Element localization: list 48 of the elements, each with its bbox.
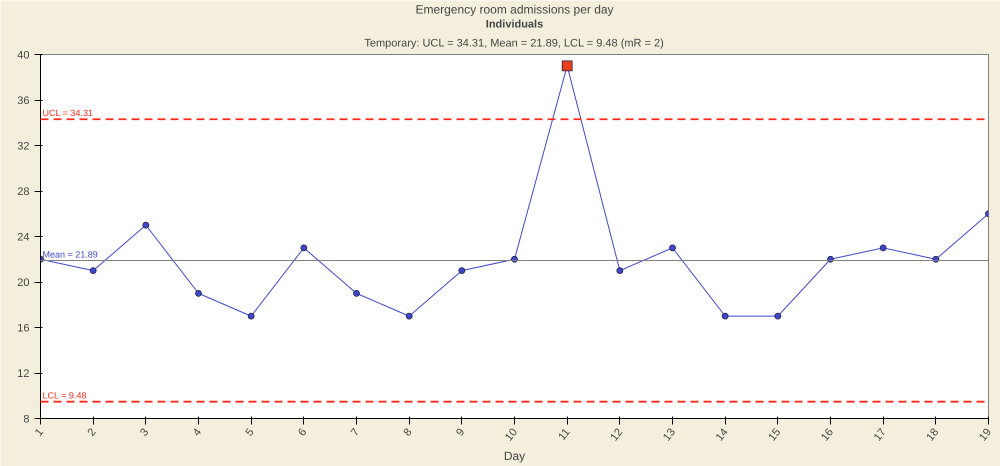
x-tick-label: 5: [243, 426, 257, 439]
y-tick-label: 12: [17, 368, 30, 380]
y-tick-label: 32: [17, 140, 30, 152]
x-tick-label: 1: [32, 426, 46, 439]
x-tick-label: 2: [85, 426, 99, 439]
point: [300, 244, 308, 252]
x-tick-label: 6: [296, 426, 310, 439]
x-tick-label: 13: [660, 426, 678, 444]
x-tick-label: 14: [714, 426, 731, 444]
x-tick-label: 9: [454, 426, 468, 439]
point: [195, 290, 202, 297]
x-tick-label: 12: [608, 426, 626, 444]
x-tick-label: 17: [872, 426, 889, 444]
y-tick-label: 16: [17, 322, 30, 334]
x-tick-label: 7: [348, 426, 362, 439]
x-tick-label: 15: [766, 426, 784, 444]
y-tick-label: 24: [17, 232, 30, 244]
chart-subtitle: Individuals: [486, 18, 544, 30]
x-tick-label: 18: [924, 426, 942, 444]
x-tick-label: 4: [190, 426, 204, 439]
ref-line-label: UCL = 34.31: [42, 108, 93, 118]
text: Temporary: UCL = 34.31, Mean = 21.89, LCL = 9.48 (mR = 2): [364, 38, 664, 50]
point: [142, 222, 150, 229]
y-tick-label: 36: [17, 95, 30, 107]
x-tick-label: 11: [556, 426, 573, 443]
x-tick-label: 16: [818, 426, 836, 444]
point: [353, 290, 360, 297]
point: [880, 244, 887, 252]
point: [774, 312, 782, 320]
point: [458, 267, 466, 274]
point: [406, 312, 413, 320]
point: [722, 312, 729, 320]
y-tick-label: 20: [17, 277, 30, 289]
ref-line-label: LCL = 9.48: [42, 390, 86, 401]
point: [90, 267, 97, 274]
point: [669, 244, 676, 252]
point: [248, 312, 255, 320]
ref-line-label: Mean = 21.89: [42, 250, 98, 260]
x-tick-label: 3: [138, 426, 152, 439]
x-tick-label: 8: [401, 426, 415, 439]
y-tick-label: 28: [17, 186, 30, 198]
x-tick-label: 19: [976, 426, 994, 444]
x-axis-title: Day: [504, 449, 526, 464]
y-tick-label: 8: [23, 414, 30, 426]
chart-title: Emergency room admissions per day: [415, 2, 614, 16]
y-tick-label: 40: [17, 50, 30, 62]
point: [616, 267, 624, 274]
x-tick-label: 10: [502, 426, 520, 444]
